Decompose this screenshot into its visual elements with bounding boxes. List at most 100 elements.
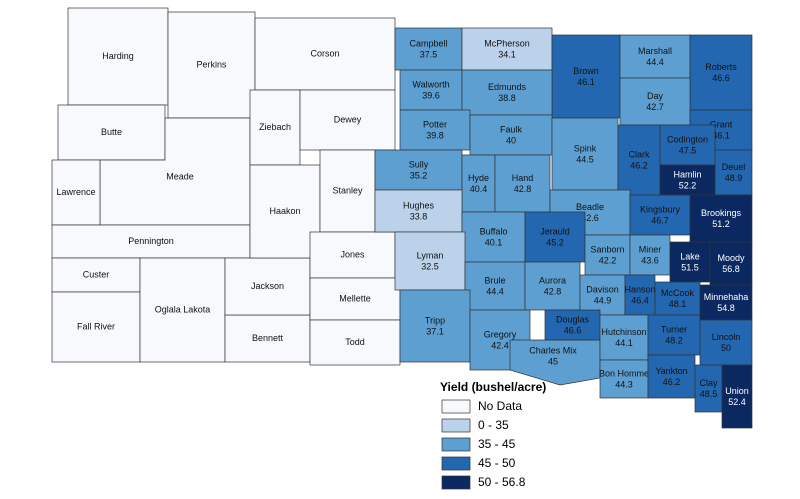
county <box>584 234 631 276</box>
county-name: Jackson <box>251 281 284 291</box>
county-name: Bennett <box>252 333 284 343</box>
county <box>551 34 621 119</box>
county-yield: 51.2 <box>712 219 730 229</box>
county-name: Roberts <box>705 62 737 72</box>
county-name: Mellette <box>339 293 371 303</box>
county-name: Perkins <box>196 59 227 69</box>
county-name: Jerauld <box>540 226 570 236</box>
county-name: Faulk <box>500 124 523 134</box>
county-name: Dewey <box>334 114 362 124</box>
county-yield: 42.8 <box>544 286 562 296</box>
county-name: Brown <box>573 66 599 76</box>
county-yield: 38.8 <box>498 93 516 103</box>
county-name: Lincoln <box>712 332 741 342</box>
county <box>299 89 396 151</box>
county-name: Campbell <box>409 38 447 48</box>
county <box>524 211 586 263</box>
county <box>309 319 401 366</box>
county <box>461 211 526 263</box>
county <box>394 231 466 291</box>
county-yield: 34.1 <box>498 49 516 59</box>
county-name: Douglas <box>556 314 590 324</box>
county-name: Todd <box>345 337 365 347</box>
legend-label: 0 - 35 <box>478 418 509 432</box>
county-name: McCook <box>661 288 695 298</box>
county-name: Moody <box>717 253 745 263</box>
county-name: Lyman <box>417 250 444 260</box>
legend-swatch <box>441 475 471 490</box>
county-yield: 42.6 <box>581 213 599 223</box>
county-yield: 40.4 <box>470 184 488 194</box>
county <box>374 189 463 233</box>
county-name: Brule <box>484 275 505 285</box>
county <box>629 194 691 236</box>
county-name: Hand <box>512 173 534 183</box>
county <box>599 359 649 399</box>
county <box>51 159 101 226</box>
county-name: Custer <box>83 269 110 279</box>
county <box>654 281 701 316</box>
county-name: Minnehaha <box>704 292 749 302</box>
county-name: Day <box>647 91 664 101</box>
county-yield: 37.1 <box>426 326 444 336</box>
county <box>619 77 691 126</box>
county-yield: 51.5 <box>681 262 699 272</box>
county-yield: 40.1 <box>485 237 503 247</box>
county-yield: 39.8 <box>426 130 444 140</box>
county <box>659 124 716 166</box>
county-yield: 46.6 <box>564 325 582 335</box>
county <box>694 364 723 413</box>
county-yield: 52.4 <box>728 397 746 407</box>
county-name: Meade <box>166 171 194 181</box>
county-yield: 46.4 <box>631 295 649 305</box>
county <box>551 117 619 191</box>
county <box>51 257 141 293</box>
legend-swatch <box>441 399 471 414</box>
county-yield: 46.7 <box>651 215 669 225</box>
county-yield: 42.8 <box>514 184 532 194</box>
county-name: Brookings <box>701 208 742 218</box>
legend-label: 45 - 50 <box>478 456 516 470</box>
county-name: Fall River <box>77 321 115 331</box>
county <box>469 114 553 156</box>
legend-swatch <box>441 418 471 433</box>
county-name: Hanson <box>624 284 655 294</box>
county-yield: 37.5 <box>420 49 438 59</box>
legend-label: 35 - 45 <box>478 437 516 451</box>
legend-swatch <box>441 437 471 452</box>
county-yield: 48.5 <box>700 389 718 399</box>
county <box>224 257 311 316</box>
county-name: Lawrence <box>56 187 95 197</box>
county-name: Hyde <box>468 173 489 183</box>
county <box>57 104 166 161</box>
county-name: Hughes <box>403 200 435 210</box>
county <box>699 319 753 366</box>
county-name: Buffalo <box>480 226 508 236</box>
legend-label: No Data <box>478 399 522 413</box>
county-yield: 56.8 <box>722 264 740 274</box>
county-name: Hamlin <box>673 169 701 179</box>
county-name: Hutchinson <box>601 327 646 337</box>
counties: Harding Perkins Corson Butte Meade Lawrence Pe… <box>51 7 753 429</box>
county <box>249 164 321 259</box>
county-name: Clark <box>628 149 650 159</box>
county-yield: 44.1 <box>615 338 633 348</box>
county-name: Tripp <box>425 315 445 325</box>
county-yield: 44.4 <box>486 286 504 296</box>
county-yield: 48.2 <box>665 335 683 345</box>
county-yield: 46.1 <box>577 77 595 87</box>
county-yield: 42.2 <box>599 255 617 265</box>
county-name: Kingsbury <box>640 204 681 214</box>
county-yield: 44.9 <box>594 295 612 305</box>
county-name: Marshall <box>638 46 672 56</box>
county <box>524 261 581 311</box>
county-yield: 39.6 <box>422 90 440 100</box>
legend: Yield (bushel/acre) No Data 0 - 35 35 - 45… <box>440 380 546 490</box>
county <box>617 124 661 196</box>
county-name: Gregory <box>484 329 517 339</box>
county-yield: 33.8 <box>410 211 428 221</box>
county <box>659 164 716 196</box>
county-name: Pennington <box>128 236 174 246</box>
county <box>51 224 251 259</box>
